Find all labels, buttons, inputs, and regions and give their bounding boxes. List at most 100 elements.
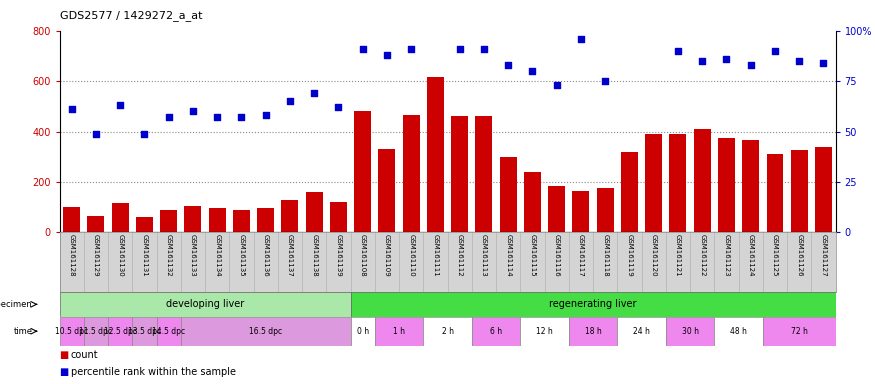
Point (210, 114, 224, 121)
Text: ■: ■ (60, 367, 69, 377)
Text: GSM161128: GSM161128 (68, 234, 74, 277)
Text: 1 h: 1 h (393, 327, 405, 336)
Bar (618, 317, 666, 346)
Bar (669, 134, 687, 232)
Text: GSM161115: GSM161115 (529, 234, 536, 277)
Text: GDS2577 / 1429272_a_at: GDS2577 / 1429272_a_at (60, 10, 202, 20)
Point (404, 46, 418, 52)
Bar (282, 200, 298, 232)
Text: GSM161112: GSM161112 (457, 234, 463, 277)
Point (113, 102, 127, 108)
Bar (157, 317, 181, 346)
Point (598, 78, 612, 84)
Bar (714, 317, 763, 346)
Point (186, 108, 200, 114)
Point (671, 48, 685, 54)
Text: 6 h: 6 h (490, 327, 502, 336)
Point (501, 62, 515, 68)
Point (792, 58, 806, 64)
Bar (569, 317, 618, 346)
Point (234, 114, 248, 121)
Bar (160, 210, 177, 232)
Bar (84, 317, 108, 346)
Text: GSM161116: GSM161116 (554, 234, 560, 277)
Bar (351, 317, 374, 346)
Bar (424, 317, 472, 346)
Bar (475, 116, 493, 232)
Text: GSM161135: GSM161135 (238, 234, 244, 277)
Bar (330, 202, 346, 232)
Bar (815, 147, 832, 232)
Text: 72 h: 72 h (791, 327, 808, 336)
Text: regenerating liver: regenerating liver (550, 299, 637, 310)
Text: GSM161133: GSM161133 (190, 234, 196, 277)
Point (574, 36, 588, 42)
Text: time: time (14, 327, 32, 336)
Point (477, 46, 491, 52)
Point (550, 82, 564, 88)
Bar (597, 188, 613, 232)
Bar (233, 210, 250, 232)
Bar (60, 292, 351, 317)
Bar (257, 209, 274, 232)
Text: GSM161122: GSM161122 (699, 234, 705, 276)
Text: 12.5 dpc: 12.5 dpc (103, 327, 136, 336)
Text: 2 h: 2 h (442, 327, 453, 336)
Bar (402, 115, 420, 232)
Text: GSM161132: GSM161132 (165, 234, 172, 277)
Bar (63, 207, 80, 232)
Bar (181, 317, 351, 346)
Text: GSM161108: GSM161108 (360, 234, 366, 277)
Bar (666, 317, 714, 346)
Point (744, 62, 758, 68)
Text: 48 h: 48 h (730, 327, 747, 336)
Text: GSM161131: GSM161131 (142, 234, 147, 277)
Bar (645, 134, 662, 232)
Point (332, 104, 346, 111)
Bar (500, 157, 516, 232)
Text: GSM161123: GSM161123 (724, 234, 730, 277)
Point (696, 58, 710, 64)
Text: ■: ■ (60, 350, 69, 360)
Text: GSM161134: GSM161134 (214, 234, 220, 277)
Point (719, 56, 733, 62)
Point (307, 90, 321, 96)
Bar (88, 216, 104, 232)
Bar (572, 191, 590, 232)
Text: GSM161110: GSM161110 (408, 234, 414, 277)
Text: 12 h: 12 h (536, 327, 553, 336)
Text: 24 h: 24 h (634, 327, 650, 336)
Text: percentile rank within the sample: percentile rank within the sample (71, 367, 236, 377)
Text: GSM161125: GSM161125 (772, 234, 778, 276)
Text: GSM161111: GSM161111 (432, 234, 438, 277)
Text: GSM161109: GSM161109 (384, 234, 390, 277)
Bar (379, 149, 396, 232)
Point (89, 131, 103, 137)
Point (259, 112, 273, 118)
Bar (742, 140, 760, 232)
Bar (185, 206, 201, 232)
Text: 30 h: 30 h (682, 327, 698, 336)
Bar (621, 152, 638, 232)
Text: GSM161120: GSM161120 (651, 234, 657, 277)
Text: GSM161124: GSM161124 (748, 234, 753, 276)
Text: GSM161117: GSM161117 (578, 234, 584, 277)
Text: GSM161130: GSM161130 (117, 234, 123, 277)
Point (65, 106, 79, 113)
Bar (351, 292, 836, 317)
Text: GSM161127: GSM161127 (821, 234, 827, 277)
Bar (763, 317, 836, 346)
Bar (524, 172, 541, 232)
Bar (718, 138, 735, 232)
Point (452, 46, 466, 52)
Point (355, 46, 369, 52)
Text: 13.5 dpc: 13.5 dpc (128, 327, 161, 336)
Bar (472, 317, 521, 346)
Point (162, 114, 176, 121)
Text: 10.5 dpc: 10.5 dpc (55, 327, 88, 336)
Bar (112, 204, 129, 232)
Bar (354, 111, 371, 232)
Text: GSM161113: GSM161113 (481, 234, 487, 277)
Text: 16.5 dpc: 16.5 dpc (249, 327, 283, 336)
Text: 0 h: 0 h (357, 327, 368, 336)
